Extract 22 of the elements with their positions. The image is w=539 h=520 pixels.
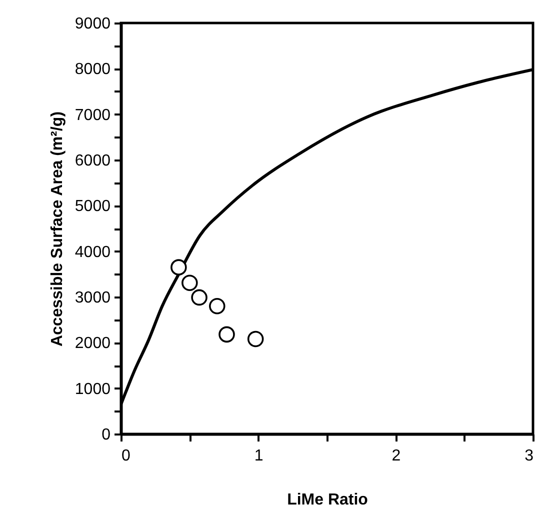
y-tick-label: 4000 (74, 244, 111, 261)
x-tick-label: 1 (254, 448, 264, 464)
y-tick-label: 9000 (74, 16, 111, 32)
x-tick-label: 0 (122, 448, 130, 464)
y-tick-label: 2000 (74, 335, 111, 352)
y-axis-title: Accessible Surface Area (m²/g) (48, 111, 66, 347)
y-tick-label: 0 (102, 426, 111, 444)
y-tick-label: 7000 (74, 106, 111, 124)
point (208, 298, 226, 314)
x-tick-label: 3 (524, 448, 534, 464)
x-tick-label: 2 (392, 448, 401, 464)
point (182, 274, 198, 291)
y-tick-label: 6000 (74, 152, 111, 170)
y-tick-label: 3000 (74, 290, 111, 306)
point (191, 289, 208, 306)
x-axis-title: LiMe Ratio (287, 492, 368, 508)
point (218, 326, 235, 343)
y-tick-label: 1000 (74, 380, 111, 398)
y-tick-label: 5000 (74, 198, 111, 216)
point (247, 330, 264, 348)
y-tick-label: 8000 (74, 61, 111, 78)
point (170, 259, 187, 276)
